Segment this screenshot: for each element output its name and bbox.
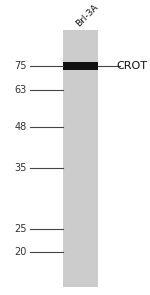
Text: CROT: CROT — [116, 61, 147, 71]
Text: 20: 20 — [15, 247, 27, 257]
Text: 35: 35 — [15, 163, 27, 173]
Bar — [63, 62, 98, 70]
Text: 75: 75 — [15, 61, 27, 71]
Bar — [63, 30, 98, 287]
Text: 25: 25 — [15, 224, 27, 234]
Text: 48: 48 — [15, 122, 27, 132]
Text: 63: 63 — [15, 85, 27, 95]
Text: BrI-3A: BrI-3A — [74, 2, 100, 28]
